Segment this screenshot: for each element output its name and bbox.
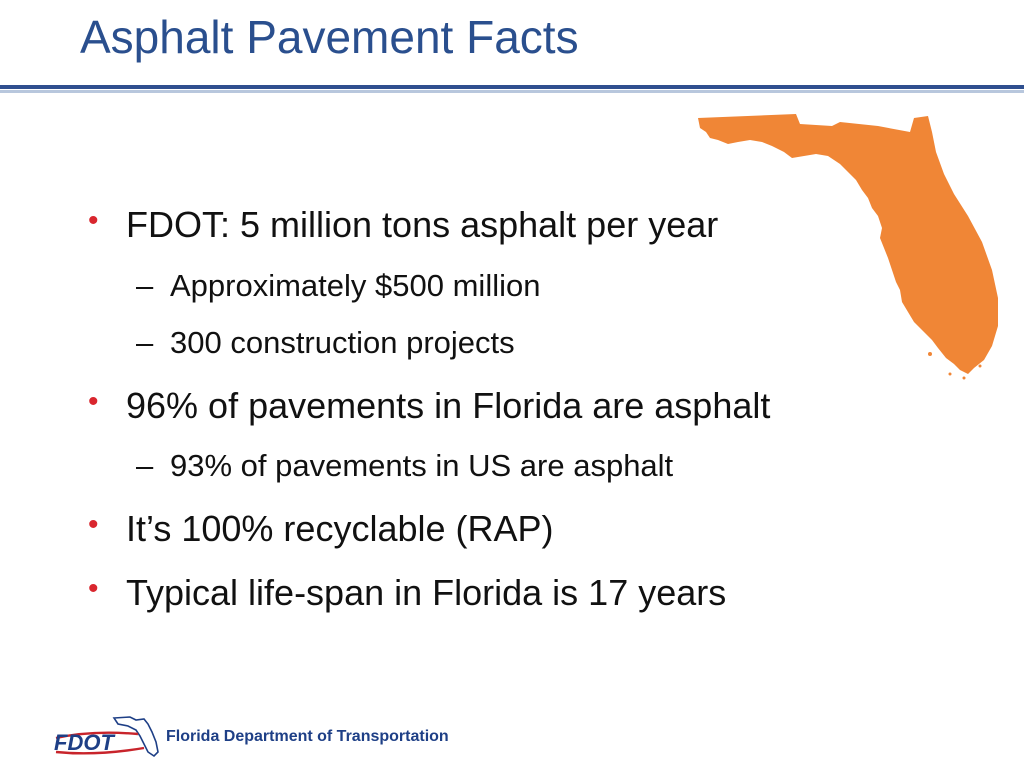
bullet-text: It’s 100% recyclable (RAP) (126, 508, 554, 549)
florida-map-icon (698, 114, 998, 380)
bullet-marker: • (88, 204, 99, 237)
footer-org-name: Florida Department of Transportation (166, 728, 449, 745)
sub-bullet-text: Approximately $500 million (170, 268, 541, 303)
title-divider (0, 85, 1024, 89)
title-divider-shadow (0, 90, 1024, 93)
sub-bullet-text: 93% of pavements in US are asphalt (170, 448, 674, 483)
bullet-text: Typical life-span in Florida is 17 years (126, 572, 727, 613)
fdot-logo-icon: FDOT (54, 716, 159, 758)
sub-bullet-marker: – (136, 325, 154, 360)
sub-bullet-text: 300 construction projects (170, 325, 515, 360)
bullet-text: FDOT: 5 million tons asphalt per year (126, 204, 719, 245)
logo-text: FDOT (54, 730, 115, 755)
sub-bullet-marker: – (136, 448, 154, 483)
bullet-marker: • (88, 572, 99, 605)
sub-bullet-marker: – (136, 268, 154, 303)
bullet-text: 96% of pavements in Florida are asphalt (126, 385, 771, 426)
bullet-marker: • (88, 385, 99, 418)
slide-title: Asphalt Pavement Facts (80, 11, 579, 63)
bullet-marker: • (88, 508, 99, 541)
